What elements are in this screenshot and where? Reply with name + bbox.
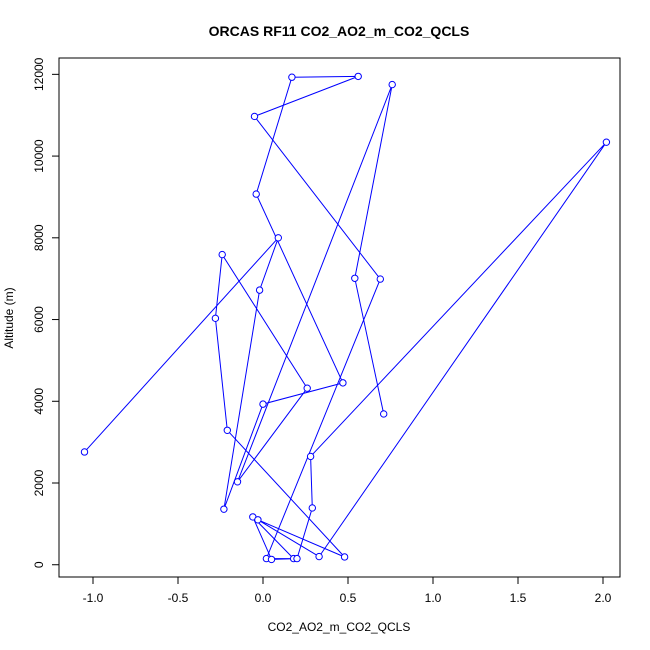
- y-tick-label: 12000: [32, 57, 46, 91]
- data-point: [274, 234, 282, 242]
- data-point: [380, 410, 388, 418]
- data-point: [254, 516, 262, 524]
- chart-title: ORCAS RF11 CO2_AO2_m_CO2_QCLS: [209, 23, 470, 39]
- data-point: [293, 554, 301, 563]
- data-point: [303, 384, 311, 392]
- x-tick-label: 1.0: [425, 591, 442, 605]
- x-tick-label: 0.5: [340, 591, 357, 605]
- data-point: [602, 138, 611, 146]
- y-tick-label: 10000: [32, 139, 46, 173]
- data-point: [252, 190, 260, 198]
- data-point: [340, 553, 349, 561]
- data-point: [376, 275, 384, 283]
- data-point: [267, 555, 276, 564]
- y-axis: 0 2000 4000 6000 8000 10000 12000: [32, 57, 60, 568]
- data-point: [388, 80, 396, 89]
- y-tick-label: 8000: [32, 224, 46, 251]
- data-point: [308, 504, 316, 512]
- data-point: [339, 379, 347, 387]
- x-axis: -1.0 -0.5 0.0 0.5 1.0 1.5 2.0: [83, 576, 612, 605]
- data-point: [288, 73, 296, 81]
- y-axis-label: Altitude (m): [2, 287, 16, 348]
- data-point: [211, 314, 220, 323]
- data-point: [80, 448, 89, 456]
- x-tick-label: -1.0: [83, 591, 104, 605]
- data-point: [259, 400, 267, 408]
- x-axis-label: CO2_AO2_m_CO2_QCLS: [268, 620, 411, 634]
- y-tick-label: 2000: [32, 469, 46, 496]
- data-point: [351, 274, 359, 282]
- data-point: [354, 72, 362, 81]
- data-point: [255, 286, 264, 294]
- data-point: [250, 112, 259, 121]
- data-point: [223, 426, 232, 434]
- data-series: [80, 72, 611, 564]
- data-point: [220, 505, 228, 513]
- x-tick-label: 1.5: [510, 591, 527, 605]
- x-tick-label: 0.0: [255, 591, 272, 605]
- data-point: [315, 552, 323, 561]
- x-tick-label: -0.5: [168, 591, 189, 605]
- y-tick-label: 4000: [32, 388, 46, 415]
- data-point: [218, 250, 226, 259]
- y-tick-label: 6000: [32, 306, 46, 333]
- data-point: [233, 478, 242, 486]
- x-tick-label: 2.0: [595, 591, 612, 605]
- y-tick-label: 0: [32, 561, 46, 568]
- series-line: [84, 75, 607, 560]
- data-point: [306, 452, 315, 461]
